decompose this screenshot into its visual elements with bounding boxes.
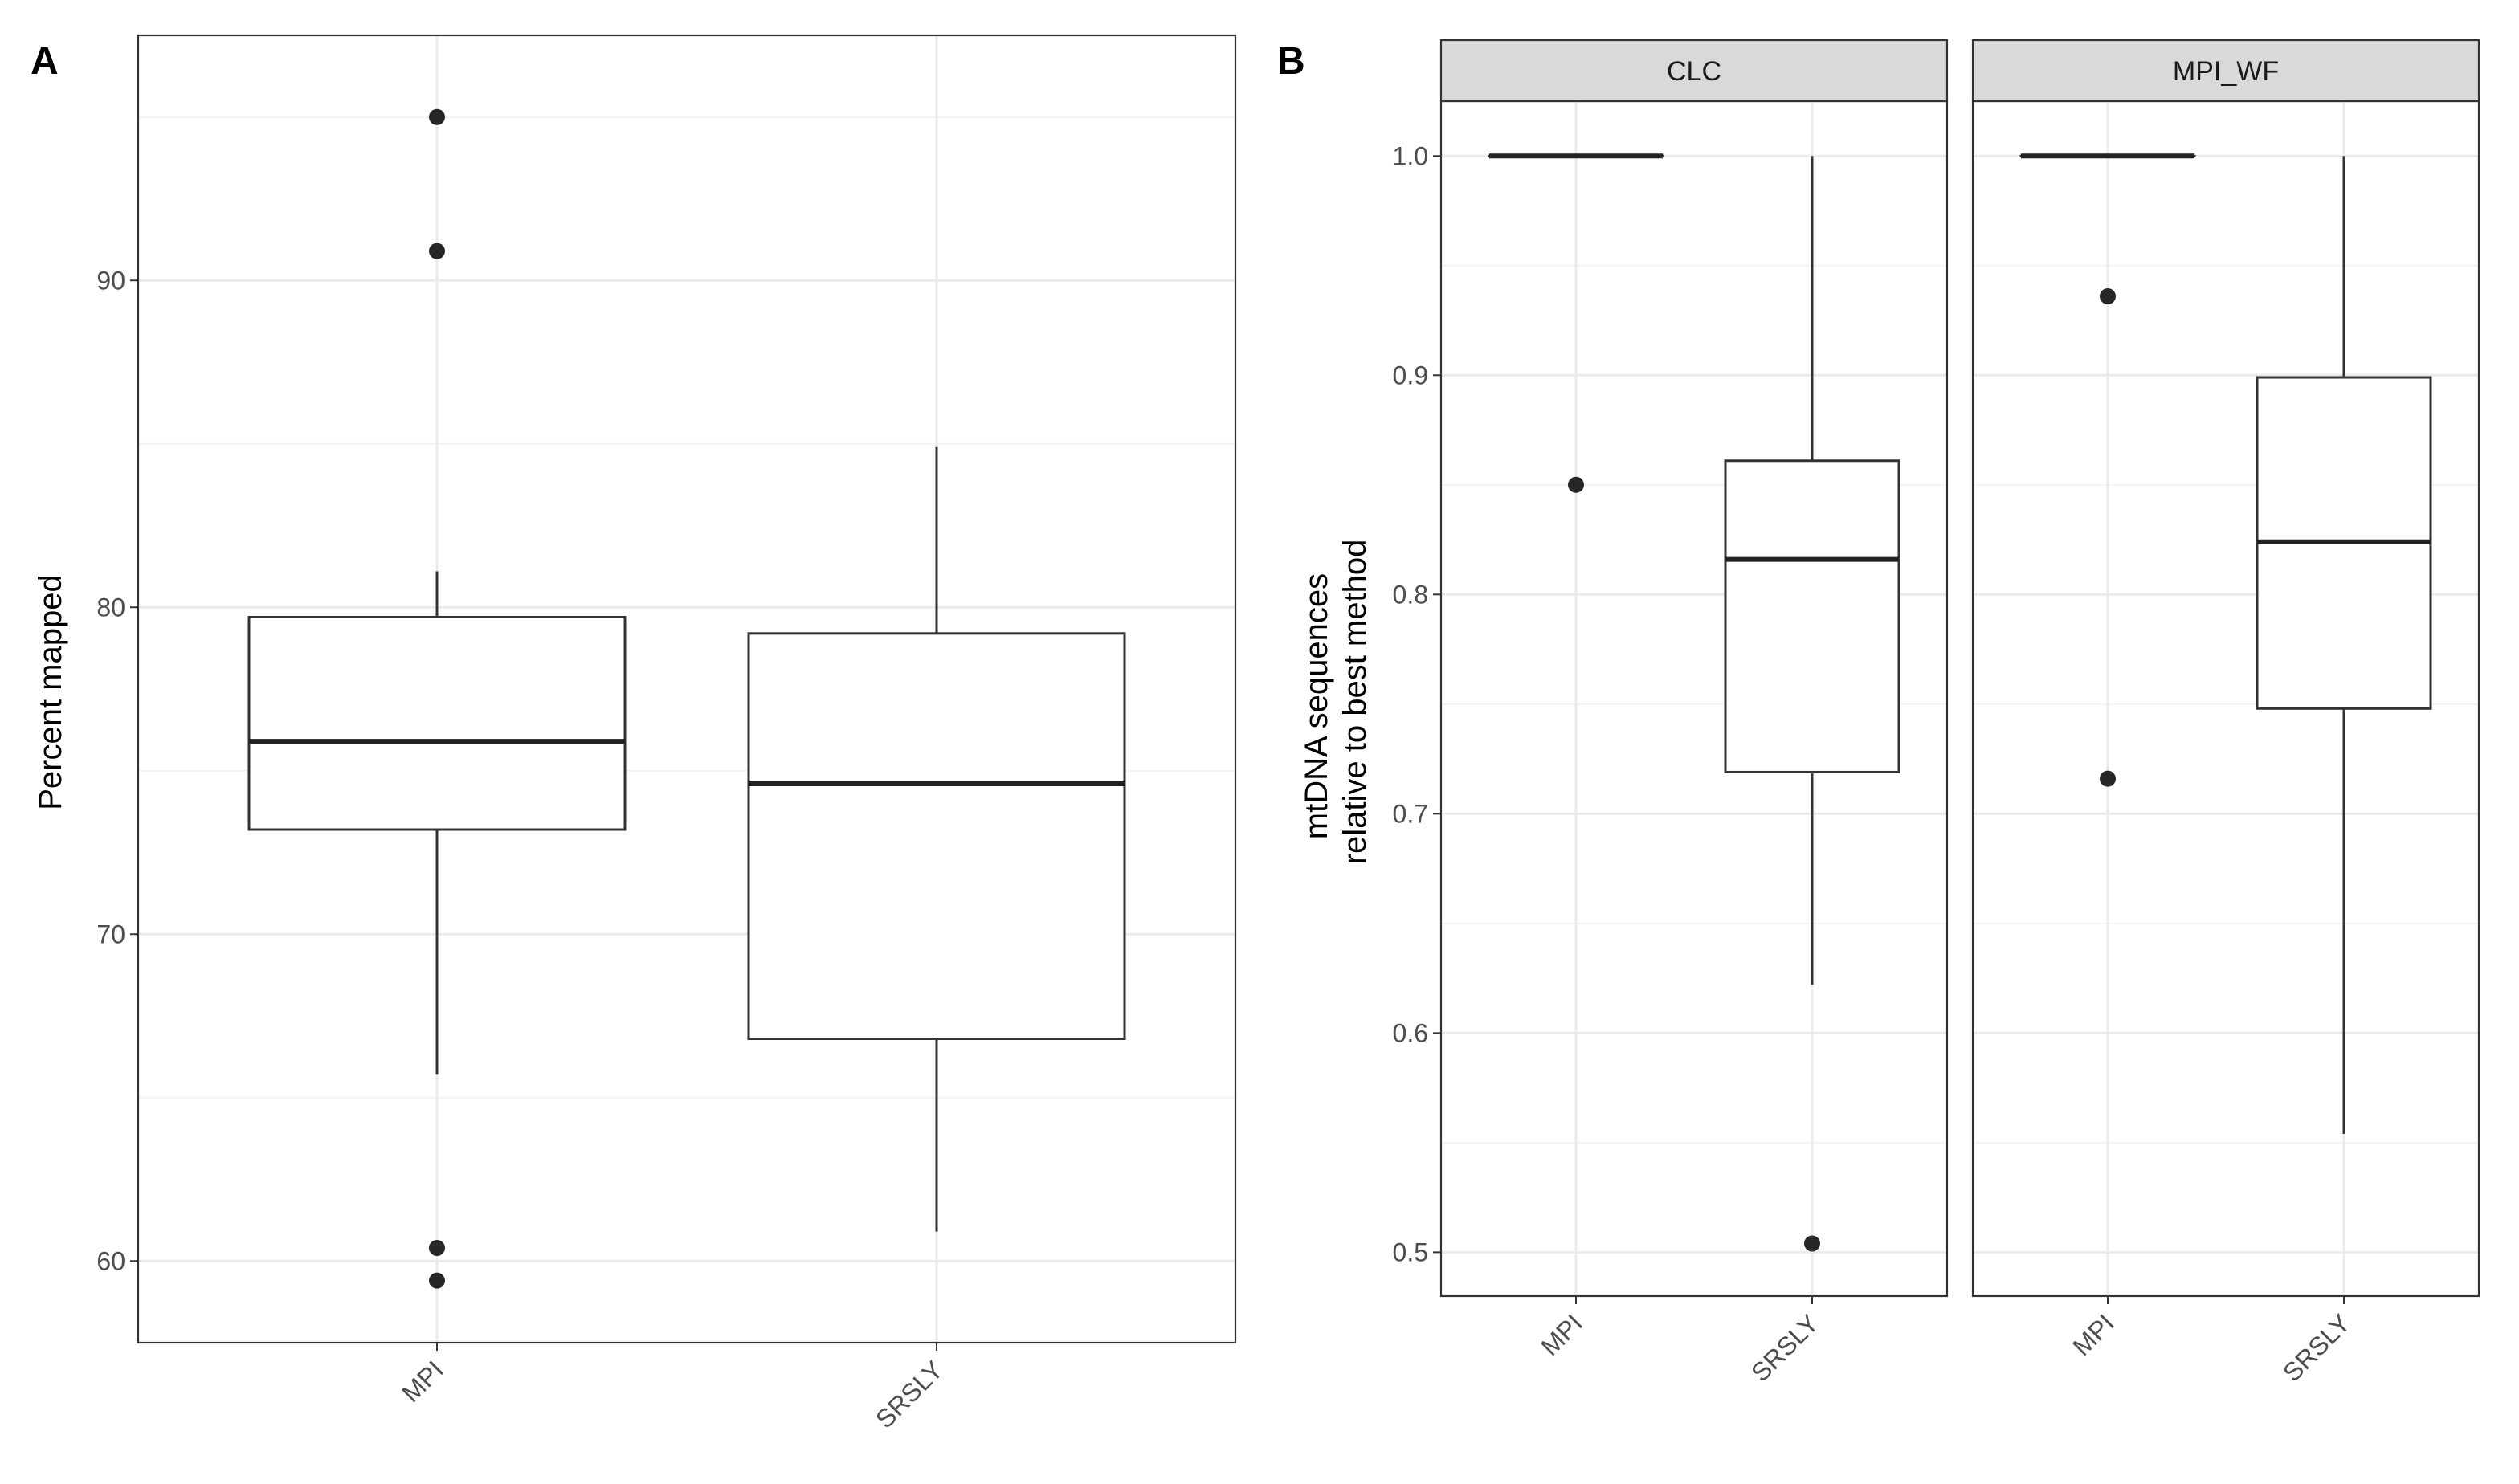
panel-a-mpi-outlier-point (429, 1239, 445, 1256)
facet-clc-y-tick-label: 0.7 (1393, 799, 1428, 828)
panel-b-y-ticks: 0.5 0.6 0.7 0.8 0.9 1.0 (1393, 141, 1441, 1266)
panel-a-boxes (247, 108, 1126, 1289)
panel-a-mpi-outlier-point (429, 108, 445, 125)
panel-a-y-tick-label: 60 (96, 1246, 125, 1275)
panel-a-mpi-outlier-point (429, 243, 445, 259)
panel-b-y-axis-title: mtDNA sequences relative to best method (1299, 540, 1373, 865)
facet-clc-border (1439, 100, 1949, 1298)
facet-mpi-wf-mpi-outlier-point (2100, 770, 2116, 787)
facet-clc-y-tick-label: 0.5 (1393, 1237, 1428, 1266)
facet-clc-mpi-outlier-point (1568, 476, 1584, 493)
panel-b-label: B (1277, 40, 1305, 83)
panel-a-y-tick-label: 90 (96, 266, 125, 295)
facet-clc-y-tick-label: 0.6 (1393, 1018, 1428, 1047)
panel-a-srsly-box (747, 632, 1126, 1040)
panel-a-y-tick-label: 70 (96, 919, 125, 948)
panel-b-y-axis-title-line-1: mtDNA sequences (1299, 573, 1334, 839)
facet-mpi-wf-boxes (2019, 153, 2432, 1134)
panel-b-y-axis-title-line-2: relative to best method (1337, 540, 1373, 865)
facet-clc-srsly-box (1724, 459, 1900, 773)
facet-mpi-wf-mpi-outlier-point (2100, 287, 2116, 304)
panel-a-y-axis-title: Percent mapped (33, 574, 68, 810)
facet-clc-y-tick-label: 1.0 (1393, 141, 1428, 170)
facet-clc-y-tick-label: 0.9 (1393, 361, 1428, 389)
panel-a-mpi-outlier-point (429, 1272, 445, 1289)
facet-clc-strip-label: CLC (1667, 56, 1721, 87)
panel-a-mpi-box (247, 615, 627, 831)
panel-a-label: A (31, 40, 59, 83)
facet-clc: CLC MPI SRSLY (1439, 39, 1949, 1387)
facet-clc-srsly-outlier-point (1804, 1235, 1820, 1252)
facet-mpi-wf-border (1971, 100, 2480, 1298)
facet-clc-boxes (1488, 153, 1900, 1252)
panel-a-border (137, 34, 1237, 1344)
facet-clc-y-tick-label: 0.8 (1393, 580, 1428, 609)
facet-mpi-wf-strip-label: MPI_WF (2173, 56, 2279, 87)
panel-a-y-ticks: 60 70 80 90 (96, 266, 138, 1275)
panel-a-y-tick-label: 80 (96, 593, 125, 622)
